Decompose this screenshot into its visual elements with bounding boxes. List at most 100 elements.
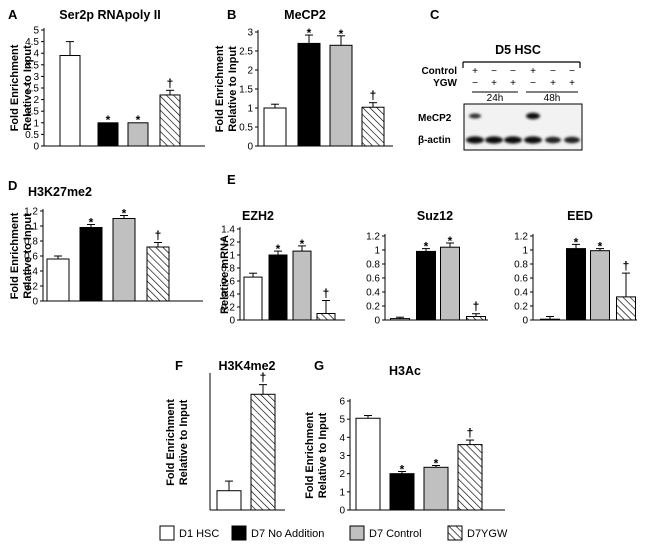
y-tick-label: 0 [229,316,235,327]
y-tick-label: 4.5 [25,37,39,48]
y-tick-label: 2.5 [25,84,39,95]
blot-title: D5 HSC [495,43,541,57]
legend-label-d7-no-addition: D7 No Addition [251,528,324,540]
significance-star: * [574,235,579,249]
significance-star: * [400,462,405,476]
blot-sign-ygw: + [550,78,556,89]
blot-sign-ygw: + [569,78,575,89]
y-tick-label: 0.6 [24,252,38,263]
y-tick-label: 3 [33,72,39,83]
y-tick-label: 1.2 [221,238,235,249]
legend-label-d7-ygw: D7YGW [467,528,508,540]
legend-label-d7-control: D7 Control [369,528,422,540]
y-tick-label: 1.2 [366,232,380,243]
y-tick-label: 0.4 [24,267,38,278]
y-axis-label: Relative mRNA [219,235,231,314]
y-tick-label: 0.8 [366,260,380,271]
y-tick-label: 1.5 [25,107,39,118]
chart-f: F H3K4me2 Fold Enrichment Relative to Input… [165,358,285,511]
significance-star: * [307,26,312,40]
bar-d7-no-addition [416,250,436,321]
significance-star: * [106,113,111,127]
y-tick-label: 0.6 [366,274,380,285]
y-tick-label: 0.8 [221,264,235,275]
significance-star: * [276,242,281,256]
y-tick-label: 4 [339,433,345,444]
significance-star: * [598,240,603,254]
y-tick-label: 1 [229,251,235,262]
blot-sign-ygw: − [472,78,478,89]
significance-dagger: † [623,259,630,273]
bar-d1-hsc [216,490,242,511]
blot-sign-control: − [550,66,556,77]
y-tick-label: 0 [339,506,345,517]
bar-d7-control [440,246,460,321]
western-blot-panel: C D5 HSC Control YGW +−−+−++−−+−+ 24h 48… [418,7,583,151]
bar-d7-no-addition [566,248,586,321]
y-axis-label: Fold Enrichment [304,412,316,499]
blot-sign-ygw: − [530,78,536,89]
y-tick-label: 0 [247,142,253,153]
y-tick-label: 0.4 [221,290,235,301]
panel-label-g: G [314,358,324,373]
blot-sign-control: + [530,66,536,77]
bar-d1-hsc [355,417,381,511]
y-tick-label: 1 [247,104,253,115]
bar-d1-hsc [390,318,410,321]
bar-d7-ygw [466,316,486,321]
blot-sign-control: − [510,66,516,77]
bar-d7-no-addition [79,227,103,302]
band-mecp2-lane1 [469,113,481,119]
bar-d7-ygw [616,296,636,321]
y-tick-label: 1 [33,118,39,129]
bar-d1-hsc [540,318,560,321]
y-tick-label: 1.2 [24,207,38,218]
legend-label-d1-hsc: D1 HSC [179,528,219,540]
bar-d7-control [590,250,610,321]
chart-title: MeCP2 [284,8,326,22]
chart-title: Suz12 [417,209,453,223]
y-tick-label: 0 [374,316,380,327]
blot-sign-ygw: + [510,78,516,89]
significance-star: * [300,237,305,251]
significance-star: * [136,113,141,127]
significance-dagger: † [260,371,267,385]
y-tick-label: 0.4 [514,288,528,299]
y-axis-label: Relative to Input [227,46,239,132]
significance-dagger: † [155,229,162,243]
y-tick-label: 2 [33,95,39,106]
y-tick-label: 0.8 [514,260,528,271]
blot-bands [466,112,580,144]
significance-star: * [434,456,439,470]
y-tick-label: 2 [339,469,345,480]
y-tick-label: 1.2 [514,232,528,243]
blot-time-24h: 24h [487,93,504,104]
y-tick-label: 0.8 [24,237,38,248]
band-actin-lane3 [504,136,522,144]
y-tick-label: 1 [522,246,528,257]
panel-label-f: F [175,358,183,373]
y-tick-label: 1 [374,246,380,257]
y-axis-label: Fold Enrichment [9,44,21,131]
significance-dagger: † [370,89,377,103]
y-tick-label: 0.6 [514,274,528,285]
bar-d7-control [127,122,149,147]
panel-label-b: B [227,7,236,22]
panel-label-c: C [430,7,440,22]
blot-sign-control: + [472,66,478,77]
blot-row-label-control: Control [421,66,457,77]
significance-dagger: † [467,426,474,440]
bar-d7-ygw [250,393,276,511]
blot-row-label-ygw: YGW [433,78,457,89]
y-axis-label: Fold Enrichment [214,45,226,132]
bar-d7-control [423,466,449,511]
y-tick-label: 0 [33,142,39,153]
chart-a: A Ser2p RNApoly II Fold Enrichment Relative… [8,7,205,153]
band-actin-lane1 [466,136,484,144]
bar-d7-ygw [159,94,181,147]
bar-d7-control [329,44,353,147]
bar-d7-control [292,250,312,321]
bar-d1-hsc [243,276,263,321]
band-actin-lane4 [524,136,542,144]
